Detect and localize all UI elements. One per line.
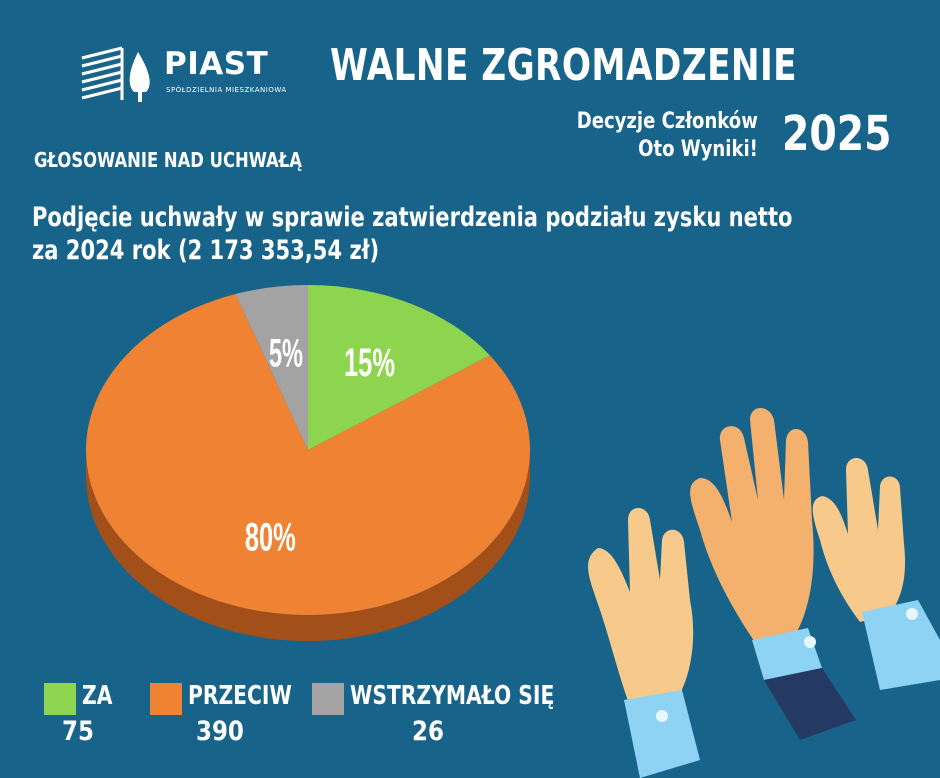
tagline: Decyzje Członków Oto Wyniki!	[577, 108, 758, 164]
logo-subtitle: SPÓŁDZIELNIA MIESZKANIOWA	[166, 86, 287, 94]
legend-label-za: ZA	[82, 681, 113, 711]
pie-percent-label: 15%	[344, 341, 395, 385]
resolution-subject-line-1: Podjęcie uchwały w sprawie zatwierdzenia…	[32, 202, 793, 233]
legend-swatch-wstrzymalo	[312, 683, 344, 715]
pie-slice-przeciw	[86, 294, 531, 615]
legend-count-przeciw: 390	[196, 716, 244, 747]
tagline-line-2: Oto Wyniki!	[638, 137, 758, 162]
pie-slice-za	[308, 285, 490, 450]
logo-name: PIAST	[164, 46, 269, 82]
legend-swatch-przeciw	[150, 683, 182, 715]
legend-count-za: 75	[62, 716, 94, 747]
voting-label: GŁOSOWANIE NAD UCHWAŁĄ	[34, 148, 302, 172]
resolution-subject-line-2: za 2024 rok (2 173 353,54 zł)	[32, 235, 380, 266]
building-tree-icon	[81, 46, 150, 102]
tagline-line-1: Decyzje Członków	[576, 109, 758, 134]
pie-percent-label: 80%	[245, 515, 296, 559]
pie-side-wall	[86, 450, 530, 641]
legend-swatch-za	[44, 683, 76, 715]
year: 2025	[782, 106, 892, 162]
pie-slice-wstrzymało-się	[235, 285, 308, 450]
legend-label-przeciw: PRZECIW	[188, 681, 292, 711]
piast-logo: PIAST SPÓŁDZIELNIA MIESZKANIOWA	[78, 44, 286, 104]
page-title: WALNE ZGROMADZENIE	[330, 40, 798, 91]
resolution-subject: Podjęcie uchwały w sprawie zatwierdzenia…	[32, 201, 793, 267]
legend-label-wstrzymalo: WSTRZYMAŁO SIĘ	[350, 681, 555, 711]
legend-count-wstrzymalo: 26	[412, 716, 444, 747]
pie-percent-label: 5%	[269, 331, 303, 375]
